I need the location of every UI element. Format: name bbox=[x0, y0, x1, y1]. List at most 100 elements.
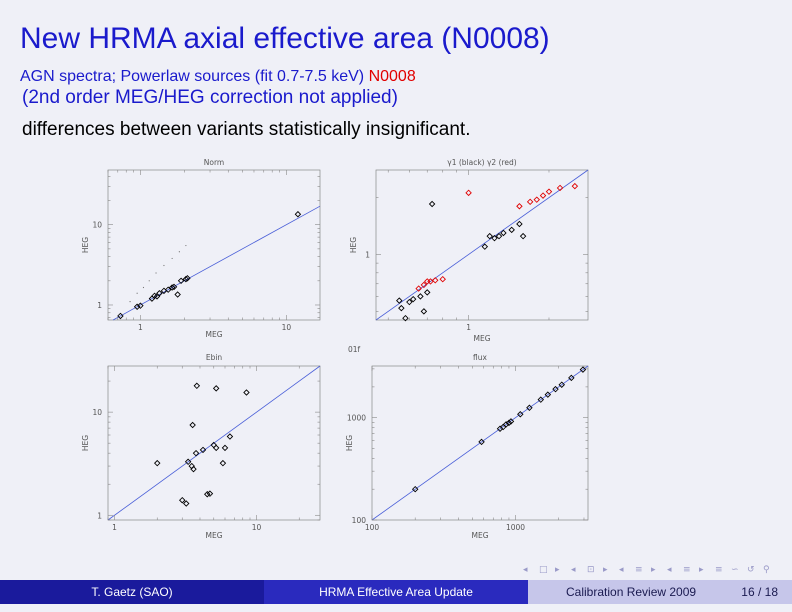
nav-symbol[interactable]: ▸ bbox=[651, 565, 656, 575]
data-point bbox=[398, 304, 405, 312]
nav-symbol[interactable]: ▸ bbox=[699, 565, 704, 575]
data-point bbox=[243, 389, 250, 396]
y-tick-label: 1 bbox=[97, 511, 102, 520]
data-point bbox=[190, 465, 197, 473]
reference-line bbox=[375, 169, 589, 321]
data-point bbox=[420, 281, 428, 289]
nav-symbol[interactable]: ◂ bbox=[667, 565, 672, 575]
y-axis-label: HEG bbox=[81, 435, 90, 451]
x-tick-label: 1 bbox=[112, 523, 117, 532]
data-point bbox=[495, 232, 503, 240]
data-point bbox=[409, 295, 417, 303]
panel-title: Norm bbox=[204, 158, 224, 167]
x-tick-label: 1000 bbox=[506, 523, 525, 532]
data-point bbox=[184, 275, 191, 282]
subtitle-line-1: AGN spectra; Powerlaw sources (fit 0.7-7… bbox=[20, 68, 416, 86]
slide-title: New HRMA axial effective area (N0008) bbox=[20, 22, 550, 55]
nav-symbol[interactable]: ▸ bbox=[603, 565, 608, 575]
data-point bbox=[219, 459, 227, 467]
data-point bbox=[539, 192, 547, 199]
panel-4: 100 1000 100 1000 MEG HEG flux bbox=[345, 353, 589, 540]
data-point bbox=[579, 366, 587, 373]
data-point bbox=[500, 229, 507, 237]
panel-title: Ebin bbox=[206, 353, 223, 362]
y-tick-label: 1 bbox=[365, 250, 370, 259]
y-axis-label: HEG bbox=[81, 237, 90, 253]
y-axis-label: HEG bbox=[345, 435, 354, 451]
y-tick-label: 10 bbox=[92, 408, 102, 417]
data-point bbox=[193, 382, 201, 390]
data-dot bbox=[185, 244, 187, 247]
data-point bbox=[556, 184, 564, 192]
subtitle-prefix: AGN spectra; Powerlaw sources (fit 0.7-7… bbox=[20, 68, 365, 85]
data-point bbox=[544, 391, 552, 398]
nav-symbol[interactable]: ◂ bbox=[619, 565, 624, 575]
data-point bbox=[516, 220, 523, 228]
data-point bbox=[396, 297, 403, 304]
data-point bbox=[226, 433, 234, 440]
data-point bbox=[481, 243, 489, 250]
nav-symbol[interactable]: ≡ bbox=[715, 565, 723, 575]
data-point bbox=[402, 314, 409, 322]
data-point bbox=[537, 396, 545, 403]
data-point bbox=[558, 381, 565, 388]
data-point bbox=[168, 284, 176, 291]
data-dot bbox=[171, 257, 173, 260]
data-point bbox=[182, 500, 190, 507]
nav-symbol[interactable]: ◂ bbox=[571, 565, 576, 575]
data-point bbox=[505, 419, 513, 427]
data-point bbox=[192, 449, 200, 457]
data-point bbox=[420, 308, 428, 315]
panel-3: 1 10 1 10 MEG HEG Ebin 01f bbox=[81, 345, 361, 540]
data-point bbox=[411, 485, 419, 493]
data-dot bbox=[148, 280, 150, 282]
beamer-nav-controls[interactable]: ◂ □ ▸ ◂ ⊡ ▸ ◂ ≡ ▸ ◂ ≡ ▸ ≡ ∽ ↺ ⚲ bbox=[515, 560, 785, 576]
data-point bbox=[526, 198, 534, 206]
x-axis-label: MEG bbox=[473, 334, 490, 343]
nav-symbol[interactable]: ▸ bbox=[555, 565, 560, 575]
data-point bbox=[170, 283, 178, 291]
data-point bbox=[517, 411, 524, 418]
nav-symbol[interactable]: ∽ bbox=[731, 565, 739, 575]
footer-bar: T. Gaetz (SAO) HRMA Effective Area Updat… bbox=[0, 580, 792, 604]
x-tick-label: 1 bbox=[466, 323, 471, 332]
panel-frame bbox=[371, 365, 589, 521]
nav-symbol[interactable]: ↺ bbox=[747, 565, 755, 575]
data-point bbox=[199, 446, 207, 454]
data-dot bbox=[163, 264, 165, 267]
data-point bbox=[508, 226, 515, 234]
nav-symbol[interactable]: ⊡ bbox=[587, 565, 595, 575]
nav-symbol[interactable]: ⚲ bbox=[763, 565, 770, 575]
data-point bbox=[439, 275, 446, 283]
footer-event: Calibration Review 2009 bbox=[566, 585, 697, 599]
nav-symbol[interactable]: □ bbox=[539, 565, 548, 575]
data-point bbox=[182, 275, 190, 283]
data-point bbox=[507, 418, 515, 425]
panel-title: flux bbox=[473, 353, 487, 362]
nav-symbol[interactable]: ≡ bbox=[635, 565, 643, 575]
subtitle-line-2: (2nd order MEG/HEG correction not applie… bbox=[22, 87, 398, 108]
page-number: 16 / 18 bbox=[741, 585, 778, 599]
x-tick-label: 1 bbox=[138, 323, 143, 332]
panel-annotation: 01f bbox=[348, 345, 361, 354]
data-dot bbox=[129, 301, 131, 303]
data-point bbox=[465, 189, 472, 197]
footer-author: T. Gaetz (SAO) bbox=[0, 580, 264, 604]
data-point bbox=[294, 210, 302, 218]
data-point bbox=[545, 188, 553, 195]
data-point bbox=[427, 278, 434, 285]
data-dot bbox=[142, 286, 145, 289]
data-point bbox=[417, 293, 424, 300]
data-dot bbox=[178, 251, 180, 253]
data-point bbox=[428, 200, 436, 208]
data-point bbox=[156, 290, 163, 297]
data-point bbox=[533, 196, 540, 203]
data-point bbox=[189, 421, 196, 429]
nav-symbol[interactable]: ≡ bbox=[683, 565, 691, 575]
data-dot bbox=[155, 272, 157, 274]
data-point bbox=[221, 444, 229, 452]
nav-symbol[interactable]: ◂ bbox=[523, 565, 528, 575]
data-point bbox=[406, 298, 413, 306]
statement: differences between variants statistical… bbox=[22, 119, 471, 140]
